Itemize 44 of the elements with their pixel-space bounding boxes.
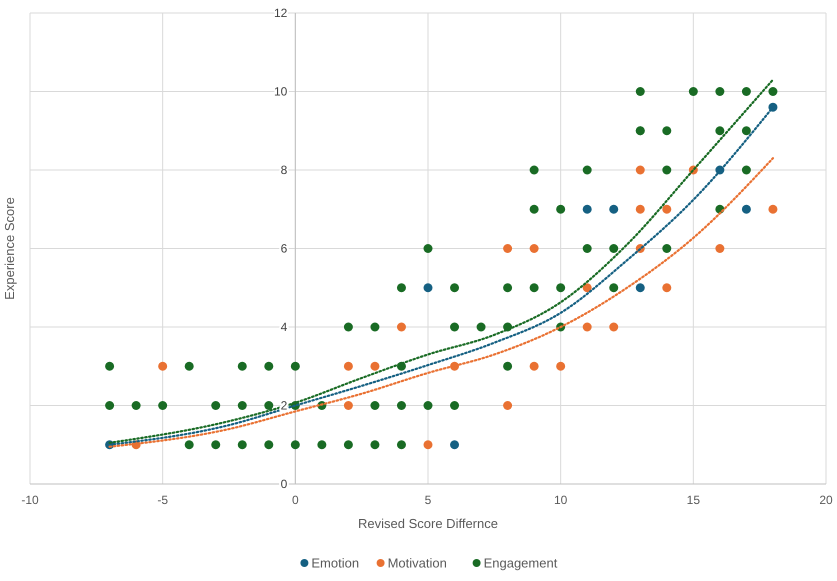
point (396, 322, 406, 332)
y-tick-label: 10 (274, 84, 288, 98)
y-tick-label: 0 (280, 477, 288, 491)
y-axis-title: Experience Score (2, 197, 17, 300)
legend-label: Motivation (388, 556, 447, 570)
point (715, 244, 724, 253)
point (636, 204, 645, 214)
point (636, 166, 645, 174)
point (344, 362, 353, 371)
point (742, 204, 751, 214)
point (530, 244, 539, 253)
legend-label: Engagement (484, 556, 558, 570)
point (503, 244, 512, 253)
y-tick-label: 12 (274, 6, 288, 20)
x-tick-label: 5 (424, 493, 432, 507)
point (582, 322, 592, 332)
x-tick-label: 15 (686, 493, 700, 507)
point (370, 362, 380, 371)
point (450, 440, 460, 450)
point (636, 283, 645, 292)
point (662, 204, 672, 214)
point (768, 204, 778, 214)
x-tick-label: 0 (292, 493, 299, 507)
legend-label: Emotion (311, 556, 360, 570)
point (503, 401, 512, 410)
point (424, 440, 432, 450)
x-tick-label: 10 (554, 493, 568, 507)
x-tick-label: -10 (21, 493, 39, 507)
y-tick-label: 4 (280, 320, 288, 334)
y-tick-label: 6 (280, 242, 288, 256)
y-tick-label: 8 (280, 163, 288, 177)
point (609, 204, 618, 214)
x-tick-label: 20 (819, 493, 833, 507)
point (158, 362, 168, 371)
point (662, 283, 672, 292)
point (344, 401, 353, 410)
point (582, 204, 592, 214)
x-axis-title: Revised Score Differnce (358, 516, 498, 531)
point (609, 322, 618, 332)
point (556, 362, 566, 371)
y-tick-label: 2 (280, 398, 288, 412)
point (530, 362, 539, 371)
x-tick-label: -5 (157, 493, 168, 507)
point (424, 283, 432, 292)
